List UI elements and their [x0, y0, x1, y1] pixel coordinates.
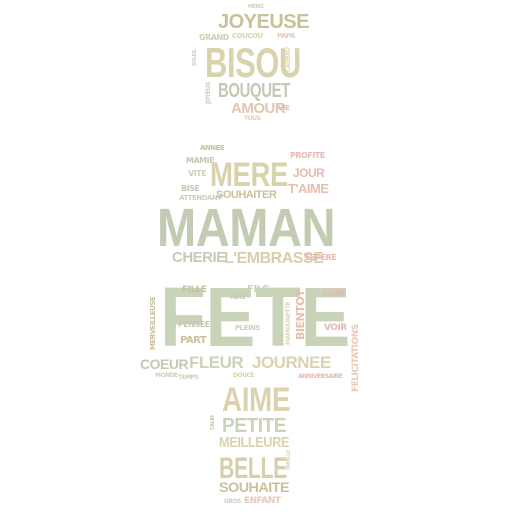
- word-tous: TOUS: [244, 115, 261, 122]
- word-temps: TEMPS: [178, 374, 199, 381]
- word-bientot: BIENTOT: [294, 289, 307, 340]
- word-annee: ANNEE: [200, 144, 225, 152]
- word-pleins: PLEINS: [235, 324, 260, 332]
- word-journee: JOURNEE: [252, 353, 331, 372]
- word-coeur: COEUR: [140, 356, 188, 372]
- word-cadeau: CADEAU: [285, 47, 292, 72]
- word-grand: GRAND: [199, 33, 230, 42]
- word-aime: AIME: [222, 381, 290, 419]
- word-anniversaire: ANNIVERSAIRE: [298, 373, 343, 380]
- word-douce: DOUCE: [233, 372, 254, 379]
- word-espere: ESPERE: [305, 253, 336, 262]
- word-bise: BISE: [181, 184, 199, 193]
- word-hate: HATE: [230, 294, 246, 301]
- word-mamounette: MAMOUNETTE: [285, 301, 292, 345]
- word-cherie: CHERIE: [172, 249, 226, 266]
- figure-head: JOYEUSE GRAND COUCOU PAPA BISOU BOUQUET …: [192, 4, 310, 122]
- word-monde: MONDE: [155, 372, 178, 379]
- word-souhaite: SOUHAITE: [219, 479, 289, 495]
- figure-dress: ANNEE PROFITE MAMIE VITE MERE JOUR T'AIM…: [140, 144, 361, 392]
- word-maman: MAMAN: [157, 198, 335, 258]
- word-joyeux: JOYEUX: [205, 81, 212, 105]
- word-merci: MERCI: [248, 4, 264, 10]
- word-famille: FAMILLE: [286, 449, 292, 470]
- word-fille: FILLE: [182, 285, 207, 295]
- word-bisou: BISOU: [205, 39, 301, 86]
- word-joyeuse: JOYEUSE: [218, 11, 309, 33]
- figure-legs: AIME PETITE MEILLEURE BELLE SOUHAITE ENF…: [210, 381, 292, 506]
- word-amour: AMOUR: [231, 100, 286, 117]
- word-coucou: COUCOU: [232, 32, 263, 40]
- word-fleur: FLEUR: [189, 353, 243, 372]
- word-part: PART: [180, 335, 207, 346]
- word-meilleure: MEILLEURE: [219, 434, 289, 451]
- word-gros: GROS: [224, 498, 241, 505]
- word-mere: MERE: [210, 156, 288, 194]
- word-bouquet: BOUQUET: [218, 80, 290, 102]
- word-mamie: MAMIE: [186, 156, 214, 165]
- word-loin: LOIN: [323, 289, 345, 299]
- word-profite: PROFITE: [290, 151, 325, 160]
- word-soleil: SOLEIL: [192, 48, 198, 66]
- word-jour: JOUR: [293, 166, 325, 180]
- word-fete: FETE: [160, 270, 350, 364]
- word-souhaiter: SOUHAITER: [216, 189, 277, 201]
- word-attendant: ATTENDANT: [179, 194, 222, 202]
- word-petite: PETITE: [222, 415, 286, 437]
- word-enfant: ENFANT: [244, 496, 282, 506]
- word-merveilleuse: MERVEILLEUSE: [149, 296, 157, 350]
- word-belle: BELLE: [219, 452, 287, 485]
- word-vie: VIE: [278, 104, 290, 112]
- word-pensee: PENSEE: [178, 320, 210, 329]
- word-calin: CALIN: [210, 415, 216, 430]
- word-papa: PAPA: [277, 32, 296, 40]
- word-felicitations: FELICITATIONS: [351, 324, 361, 392]
- word-voir: VOIR: [324, 323, 347, 333]
- word-taime: T'AIME: [288, 181, 329, 196]
- word-vite: VITE: [188, 169, 206, 178]
- word-embrasse: L'EMBRASSE: [224, 250, 324, 267]
- word-fils: FILS: [247, 284, 269, 295]
